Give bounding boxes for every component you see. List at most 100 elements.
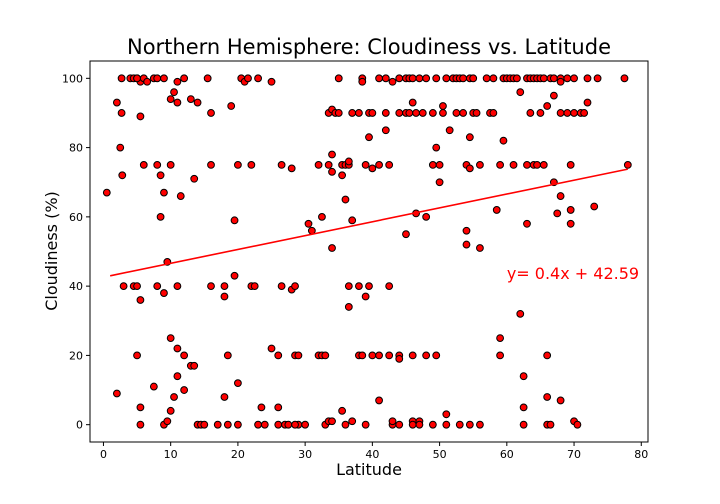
data-point: [274, 420, 283, 429]
data-point: [381, 126, 390, 135]
data-point: [435, 161, 444, 169]
data-point: [358, 351, 367, 360]
data-point: [388, 417, 397, 426]
data-point: [136, 403, 145, 412]
data-point: [136, 296, 145, 304]
data-point: [173, 77, 182, 86]
data-point: [160, 188, 168, 197]
data-point: [405, 109, 414, 117]
data-point: [549, 74, 558, 83]
data-point: [341, 420, 350, 429]
data-point: [422, 74, 431, 83]
data-point: [472, 109, 481, 117]
data-point: [408, 420, 417, 429]
data-point: [375, 351, 383, 360]
data-point: [156, 171, 165, 180]
data-point: [516, 309, 525, 318]
data-point: [244, 74, 252, 83]
y-axis-label: Cloudiness (%): [42, 191, 61, 311]
data-point: [223, 420, 232, 429]
data-point: [459, 109, 468, 117]
data-point: [428, 109, 437, 117]
data-point: [539, 161, 548, 169]
y-tick-label: 60: [69, 211, 83, 224]
data-point: [160, 289, 168, 297]
data-point: [344, 303, 353, 311]
data-point: [445, 126, 454, 135]
data-point: [519, 372, 528, 381]
data-point: [173, 372, 182, 381]
plot-area: 0 10 20 30 40 50 60 70 80 0 20 40 60 80 100 y= 0.4x + 4…: [62, 60, 649, 461]
data-point: [267, 77, 276, 86]
data-point: [388, 77, 397, 86]
data-point: [412, 109, 420, 117]
data-point: [344, 157, 353, 166]
data-point: [321, 351, 330, 360]
data-point: [166, 406, 175, 415]
data-point: [385, 351, 394, 360]
data-point: [304, 219, 313, 228]
data-point: [220, 393, 229, 401]
data-point: [133, 282, 141, 291]
data-point: [375, 161, 383, 169]
x-tick-label: 20: [231, 448, 245, 461]
data-point: [368, 351, 377, 360]
data-point: [324, 161, 333, 169]
data-point: [476, 244, 484, 252]
data-point: [395, 109, 404, 117]
data-point: [274, 403, 283, 412]
data-point: [136, 420, 145, 429]
data-point: [428, 161, 437, 169]
data-point: [556, 192, 565, 200]
data-point: [301, 420, 310, 429]
data-point: [338, 171, 347, 180]
data-point: [623, 161, 632, 169]
data-point: [143, 77, 152, 86]
y-tick-label: 0: [76, 419, 83, 432]
data-point: [476, 161, 484, 169]
data-point: [549, 91, 558, 100]
data-point: [341, 195, 350, 204]
data-point: [570, 74, 578, 83]
data-point: [422, 212, 431, 221]
data-point: [291, 420, 299, 429]
data-point: [227, 102, 236, 110]
data-point: [173, 344, 182, 353]
data-point: [220, 282, 229, 291]
data-point: [118, 171, 127, 180]
data-point: [408, 351, 417, 360]
data-point: [462, 240, 471, 249]
data-point: [455, 420, 464, 429]
data-point: [381, 74, 390, 83]
data-point: [556, 396, 565, 405]
data-point: [190, 174, 199, 183]
data-point: [153, 282, 162, 291]
data-point: [539, 74, 548, 83]
data-point: [117, 74, 126, 83]
x-tick-label: 50: [433, 448, 447, 461]
data-point: [509, 161, 518, 169]
data-point: [563, 74, 572, 83]
data-point: [116, 143, 125, 152]
data-point: [163, 417, 172, 426]
data-point: [153, 161, 162, 169]
data-point: [489, 74, 498, 83]
data-point: [344, 282, 353, 291]
data-point: [334, 74, 343, 83]
data-point: [234, 379, 242, 388]
data-point: [318, 212, 326, 221]
data-point: [519, 403, 528, 412]
data-point: [590, 202, 599, 211]
data-point: [284, 420, 293, 429]
data-point: [519, 420, 528, 429]
data-point: [355, 109, 363, 117]
data-point: [620, 74, 629, 83]
data-point: [348, 417, 357, 426]
data-point: [543, 393, 552, 401]
data-point: [348, 109, 357, 117]
data-point: [153, 74, 162, 83]
data-point: [536, 109, 545, 117]
data-point: [570, 109, 578, 117]
data-point: [432, 351, 441, 360]
